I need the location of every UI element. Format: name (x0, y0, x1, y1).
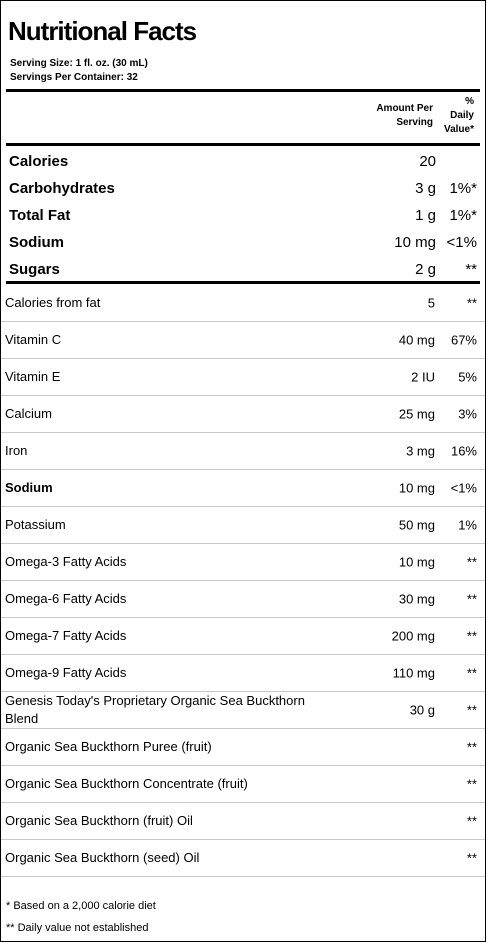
nutrient-name: Omega-9 Fatty Acids (5, 665, 127, 680)
table-row: Omega-6 Fatty Acids 30 mg ** (1, 581, 485, 618)
nutrient-name: Vitamin E (5, 369, 61, 384)
table-row: Organic Sea Buckthorn Puree (fruit) ** (1, 729, 485, 766)
table-row: Omega-3 Fatty Acids 10 mg ** (1, 544, 485, 581)
nutrient-amount: 10 mg (398, 480, 435, 496)
table-row: Vitamin E 2 IU 5% (1, 359, 485, 396)
nutrient-amount: 2 g (415, 261, 436, 278)
nutrient-name: Calories from fat (5, 295, 101, 310)
nutrient-daily-value: ** (466, 776, 477, 792)
nutrient-daily-value: ** (466, 591, 477, 607)
table-row: Sodium 10 mg <1% (1, 470, 485, 507)
summary-row: Sodium 10 mg <1% (6, 228, 480, 255)
thick-divider-top (6, 89, 480, 92)
nutrient-name: Potassium (5, 517, 66, 532)
table-row: Omega-7 Fatty Acids 200 mg ** (1, 618, 485, 655)
thick-divider-header (6, 143, 480, 146)
nutrient-daily-value: 16% (450, 443, 477, 459)
table-row: Iron 3 mg 16% (1, 433, 485, 470)
nutrient-amount: 25 mg (398, 406, 435, 422)
nutrient-amount: 200 mg (391, 628, 435, 644)
nutrient-amount: 1 g (415, 207, 436, 224)
nutrient-amount: 3 mg (406, 443, 435, 459)
table-row: Potassium 50 mg 1% (1, 507, 485, 544)
nutrient-name: Omega-7 Fatty Acids (5, 628, 127, 643)
nutrient-name: Sodium (9, 234, 64, 251)
nutrient-name: Calcium (5, 406, 52, 421)
summary-row: Sugars 2 g ** (6, 255, 480, 282)
nutrient-name: Sodium (5, 480, 53, 495)
nutrient-daily-value: ** (466, 554, 477, 570)
daily-value-header: % Daily Value* (444, 95, 474, 137)
nutrient-amount: 20 (419, 153, 436, 170)
nutrient-amount: 3 g (415, 180, 436, 197)
dv-header-line1: % (465, 96, 474, 107)
dv-header-line2: Daily (450, 110, 474, 121)
table-row: Calories from fat 5 ** (1, 285, 485, 322)
amount-header-line1: Amount Per (376, 103, 433, 114)
serving-size: Serving Size: 1 fl. oz. (30 mL) (10, 58, 148, 69)
table-row: Genesis Today's Proprietary Organic Sea … (1, 692, 485, 729)
dv-header-line3: Value* (443, 124, 474, 135)
nutrient-daily-value: <1% (450, 480, 477, 496)
table-row: Vitamin C 40 mg 67% (1, 322, 485, 359)
nutrient-daily-value: 1% (458, 517, 477, 533)
summary-row: Carbohydrates 3 g 1%* (6, 174, 480, 201)
nutrient-daily-value: ** (466, 813, 477, 829)
footnote-calorie-diet: * Based on a 2,000 calorie diet (6, 900, 156, 912)
nutrient-amount: 30 g (409, 702, 435, 718)
nutrient-name: Total Fat (9, 207, 71, 224)
amount-per-serving-header: Amount Per Serving (376, 102, 433, 130)
table-row: Organic Sea Buckthorn Concentrate (fruit… (1, 766, 485, 803)
nutrient-amount: 110 mg (392, 665, 435, 681)
nutrient-daily-value: ** (466, 739, 477, 755)
thick-divider-main (6, 281, 480, 284)
summary-row: Calories 20 (6, 147, 480, 174)
nutrient-daily-value: <1% (446, 234, 477, 251)
table-row: Omega-9 Fatty Acids 110 mg ** (1, 655, 485, 692)
nutrient-name: Organic Sea Buckthorn (fruit) Oil (5, 813, 193, 828)
table-row: Organic Sea Buckthorn (fruit) Oil ** (1, 803, 485, 840)
nutrient-amount: 5 (427, 295, 435, 311)
nutrient-name: Omega-6 Fatty Acids (5, 591, 127, 606)
nutrient-daily-value: ** (466, 665, 477, 681)
nutrient-daily-value: ** (466, 295, 477, 311)
nutrient-daily-value: 67% (450, 332, 477, 348)
nutrient-name: Organic Sea Buckthorn Concentrate (fruit… (5, 776, 248, 791)
nutrient-amount: 10 mg (398, 554, 435, 570)
nutrient-daily-value: ** (465, 261, 477, 278)
nutrient-name: Organic Sea Buckthorn Puree (fruit) (5, 739, 212, 754)
nutrient-name: Carbohydrates (9, 180, 115, 197)
amount-header-line2: Serving (396, 117, 433, 128)
nutrient-name: Vitamin C (5, 332, 62, 347)
nutrient-amount: 2 IU (411, 369, 435, 385)
nutrient-daily-value: ** (466, 702, 477, 718)
nutrient-name: Organic Sea Buckthorn (seed) Oil (5, 850, 200, 865)
nutrient-daily-value: 1%* (449, 180, 477, 197)
nutrient-daily-value: 3% (458, 406, 477, 422)
table-row: Calcium 25 mg 3% (1, 396, 485, 433)
servings-per-container: Servings Per Container: 32 (10, 72, 138, 83)
nutrient-name: Sugars (9, 261, 60, 278)
nutrient-amount: 10 mg (394, 234, 436, 251)
nutrient-daily-value: ** (466, 850, 477, 866)
nutrient-name: Omega-3 Fatty Acids (5, 554, 127, 569)
nutrient-name: Iron (5, 443, 28, 458)
footnote-not-established: ** Daily value not established (6, 922, 149, 934)
nutrient-name: Genesis Today's Proprietary Organic Sea … (5, 693, 305, 726)
nutrient-daily-value: ** (466, 628, 477, 644)
nutrient-daily-value: 5% (458, 369, 477, 385)
summary-row: Total Fat 1 g 1%* (6, 201, 480, 228)
nutrient-amount: 30 mg (398, 591, 435, 607)
panel-title: Nutritional Facts (8, 16, 197, 46)
nutrient-amount: 50 mg (398, 517, 435, 533)
nutrient-daily-value: 1%* (449, 207, 477, 224)
nutrient-name: Calories (9, 153, 69, 170)
table-row: Organic Sea Buckthorn (seed) Oil ** (1, 840, 485, 877)
nutrient-amount: 40 mg (398, 332, 435, 348)
